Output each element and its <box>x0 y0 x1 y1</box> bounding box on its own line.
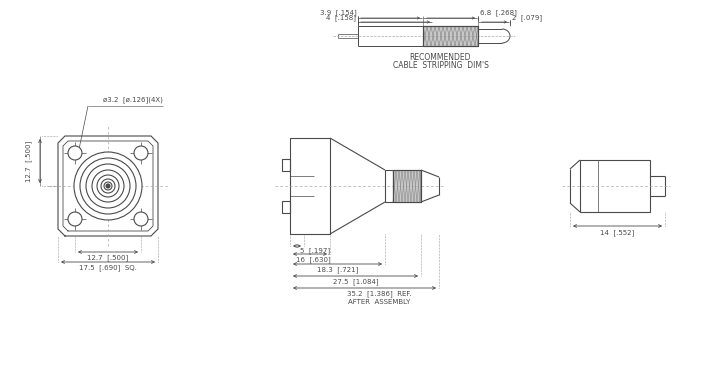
Text: 4  [.158]: 4 [.158] <box>326 14 356 22</box>
Text: 12.7  [.500]: 12.7 [.500] <box>87 255 129 261</box>
Bar <box>423 26 478 46</box>
Circle shape <box>97 175 119 197</box>
Circle shape <box>101 179 115 193</box>
Text: 6.8  [.268]: 6.8 [.268] <box>480 10 517 16</box>
Circle shape <box>134 146 148 160</box>
Text: 5  [.197]: 5 [.197] <box>300 248 330 255</box>
Bar <box>282 159 290 171</box>
Circle shape <box>104 182 112 190</box>
Text: 17.5  [.690]  SQ.: 17.5 [.690] SQ. <box>79 265 137 271</box>
Bar <box>393 170 421 202</box>
Text: CABLE  STRIPPING  DIM'S: CABLE STRIPPING DIM'S <box>392 61 488 70</box>
Bar <box>393 170 421 202</box>
Text: 27.5  [1.084]: 27.5 [1.084] <box>333 279 378 285</box>
Circle shape <box>92 170 124 202</box>
Bar <box>290 138 330 234</box>
Text: 12.7  [.500]: 12.7 [.500] <box>26 140 32 182</box>
Text: ø3.2  [ø.126](4X): ø3.2 [ø.126](4X) <box>103 97 163 103</box>
Text: 35.2  [1.386]  REF.: 35.2 [1.386] REF. <box>347 291 412 298</box>
Text: 14  [.552]: 14 [.552] <box>600 230 634 237</box>
Circle shape <box>68 146 82 160</box>
Text: 3.9  [.154]: 3.9 [.154] <box>320 10 357 16</box>
Circle shape <box>68 212 82 226</box>
Bar <box>282 201 290 213</box>
Circle shape <box>134 212 148 226</box>
Circle shape <box>74 152 142 220</box>
Text: 16  [.630]: 16 [.630] <box>296 256 330 264</box>
Circle shape <box>107 185 109 188</box>
Text: 18.3  [.721]: 18.3 [.721] <box>317 267 358 273</box>
Text: 2  [.079]: 2 [.079] <box>512 14 542 22</box>
Text: AFTER  ASSEMBLY: AFTER ASSEMBLY <box>348 299 410 305</box>
Bar <box>580 160 650 212</box>
Circle shape <box>86 164 130 208</box>
Bar <box>423 26 478 46</box>
Bar <box>385 170 393 202</box>
Text: RECOMMENDED: RECOMMENDED <box>410 54 472 63</box>
Circle shape <box>106 184 110 188</box>
Circle shape <box>80 158 136 214</box>
